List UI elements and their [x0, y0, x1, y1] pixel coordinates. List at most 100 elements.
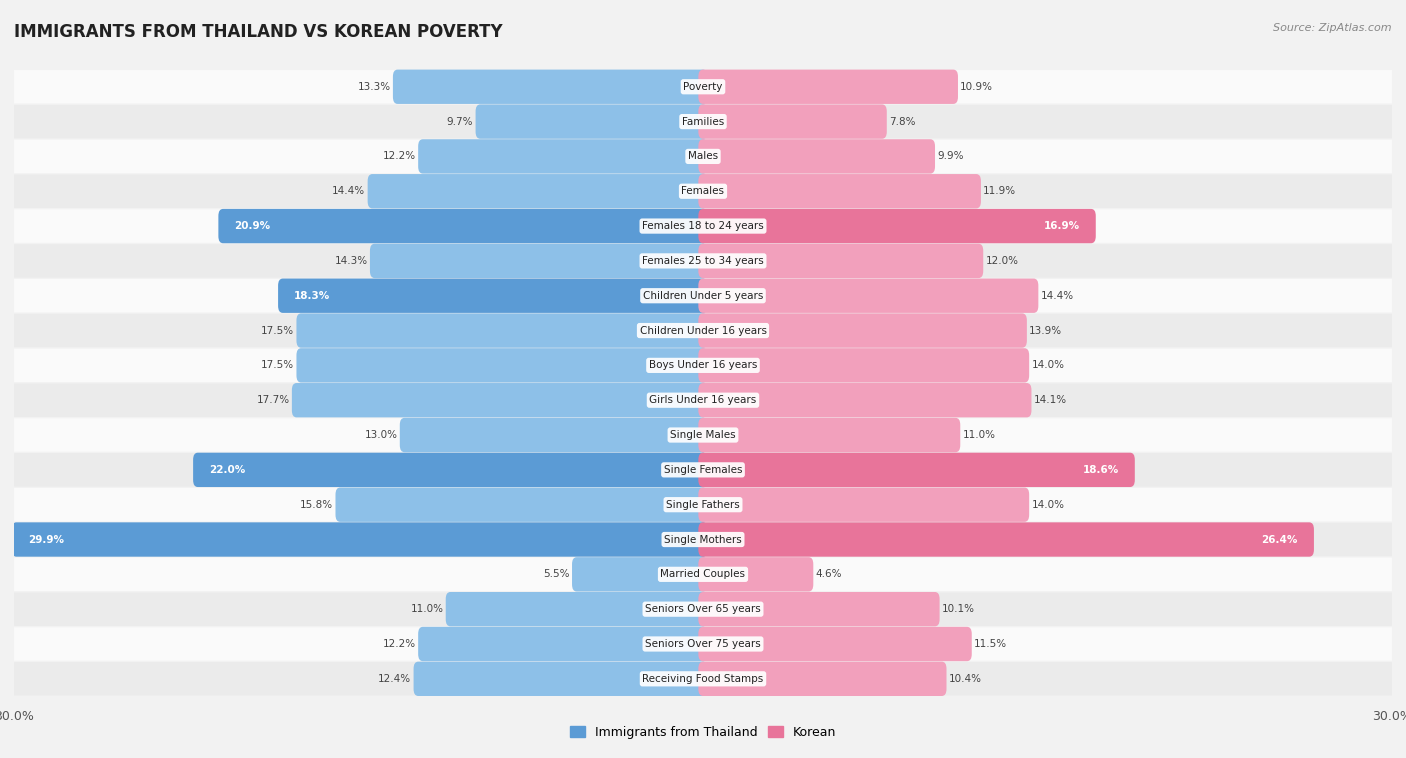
Text: Seniors Over 75 years: Seniors Over 75 years — [645, 639, 761, 649]
FancyBboxPatch shape — [336, 487, 707, 522]
FancyBboxPatch shape — [699, 453, 1135, 487]
Text: Single Mothers: Single Mothers — [664, 534, 742, 544]
FancyBboxPatch shape — [699, 174, 981, 208]
FancyBboxPatch shape — [14, 558, 1392, 591]
Text: Source: ZipAtlas.com: Source: ZipAtlas.com — [1274, 23, 1392, 33]
FancyBboxPatch shape — [14, 593, 1392, 626]
FancyBboxPatch shape — [418, 139, 707, 174]
Text: 10.9%: 10.9% — [960, 82, 993, 92]
Text: Children Under 5 years: Children Under 5 years — [643, 291, 763, 301]
FancyBboxPatch shape — [14, 488, 1392, 522]
Legend: Immigrants from Thailand, Korean: Immigrants from Thailand, Korean — [565, 721, 841, 744]
Text: 4.6%: 4.6% — [815, 569, 842, 579]
FancyBboxPatch shape — [699, 348, 1029, 383]
FancyBboxPatch shape — [14, 314, 1392, 347]
FancyBboxPatch shape — [14, 279, 1392, 312]
Text: 22.0%: 22.0% — [209, 465, 246, 475]
Text: Boys Under 16 years: Boys Under 16 years — [648, 360, 758, 371]
Text: 15.8%: 15.8% — [299, 500, 333, 509]
Text: 13.9%: 13.9% — [1029, 325, 1062, 336]
Text: Poverty: Poverty — [683, 82, 723, 92]
FancyBboxPatch shape — [699, 278, 1039, 313]
Text: 9.7%: 9.7% — [447, 117, 474, 127]
FancyBboxPatch shape — [14, 349, 1392, 382]
FancyBboxPatch shape — [418, 627, 707, 661]
FancyBboxPatch shape — [193, 453, 707, 487]
FancyBboxPatch shape — [399, 418, 707, 453]
FancyBboxPatch shape — [699, 592, 939, 626]
Text: 9.9%: 9.9% — [938, 152, 963, 161]
Text: 14.1%: 14.1% — [1033, 395, 1067, 406]
Text: Families: Families — [682, 117, 724, 127]
FancyBboxPatch shape — [367, 174, 707, 208]
Text: Receiving Food Stamps: Receiving Food Stamps — [643, 674, 763, 684]
Text: 10.4%: 10.4% — [949, 674, 981, 684]
Text: Children Under 16 years: Children Under 16 years — [640, 325, 766, 336]
Text: 13.0%: 13.0% — [364, 430, 398, 440]
FancyBboxPatch shape — [413, 662, 707, 696]
Text: 14.0%: 14.0% — [1032, 360, 1064, 371]
FancyBboxPatch shape — [11, 522, 707, 556]
Text: 26.4%: 26.4% — [1261, 534, 1298, 544]
Text: 14.3%: 14.3% — [335, 256, 368, 266]
Text: 11.9%: 11.9% — [983, 186, 1017, 196]
Text: 12.2%: 12.2% — [382, 639, 416, 649]
Text: 14.4%: 14.4% — [332, 186, 366, 196]
Text: 12.4%: 12.4% — [378, 674, 412, 684]
Text: 18.3%: 18.3% — [294, 291, 330, 301]
Text: Single Fathers: Single Fathers — [666, 500, 740, 509]
FancyBboxPatch shape — [218, 209, 707, 243]
Text: 16.9%: 16.9% — [1043, 221, 1080, 231]
Text: 14.0%: 14.0% — [1032, 500, 1064, 509]
FancyBboxPatch shape — [699, 522, 1315, 556]
Text: Seniors Over 65 years: Seniors Over 65 years — [645, 604, 761, 614]
Text: Married Couples: Married Couples — [661, 569, 745, 579]
Text: IMMIGRANTS FROM THAILAND VS KOREAN POVERTY: IMMIGRANTS FROM THAILAND VS KOREAN POVER… — [14, 23, 503, 41]
Text: 12.2%: 12.2% — [382, 152, 416, 161]
Text: 10.1%: 10.1% — [942, 604, 974, 614]
FancyBboxPatch shape — [699, 70, 957, 104]
FancyBboxPatch shape — [14, 70, 1392, 104]
Text: 14.4%: 14.4% — [1040, 291, 1074, 301]
FancyBboxPatch shape — [699, 627, 972, 661]
Text: 17.5%: 17.5% — [262, 360, 294, 371]
FancyBboxPatch shape — [297, 348, 707, 383]
FancyBboxPatch shape — [699, 662, 946, 696]
Text: 20.9%: 20.9% — [235, 221, 270, 231]
Text: Girls Under 16 years: Girls Under 16 years — [650, 395, 756, 406]
Text: 11.5%: 11.5% — [974, 639, 1007, 649]
FancyBboxPatch shape — [14, 628, 1392, 661]
FancyBboxPatch shape — [14, 244, 1392, 277]
FancyBboxPatch shape — [699, 557, 813, 591]
FancyBboxPatch shape — [14, 105, 1392, 138]
FancyBboxPatch shape — [297, 313, 707, 348]
Text: 7.8%: 7.8% — [889, 117, 915, 127]
Text: 29.9%: 29.9% — [28, 534, 63, 544]
FancyBboxPatch shape — [699, 418, 960, 453]
FancyBboxPatch shape — [292, 383, 707, 418]
FancyBboxPatch shape — [14, 453, 1392, 487]
FancyBboxPatch shape — [14, 523, 1392, 556]
Text: Females 25 to 34 years: Females 25 to 34 years — [643, 256, 763, 266]
FancyBboxPatch shape — [446, 592, 707, 626]
Text: 12.0%: 12.0% — [986, 256, 1018, 266]
FancyBboxPatch shape — [699, 487, 1029, 522]
FancyBboxPatch shape — [699, 313, 1026, 348]
FancyBboxPatch shape — [14, 139, 1392, 173]
FancyBboxPatch shape — [392, 70, 707, 104]
Text: Females: Females — [682, 186, 724, 196]
Text: Males: Males — [688, 152, 718, 161]
Text: 11.0%: 11.0% — [963, 430, 995, 440]
FancyBboxPatch shape — [699, 383, 1032, 418]
FancyBboxPatch shape — [475, 105, 707, 139]
FancyBboxPatch shape — [14, 418, 1392, 452]
FancyBboxPatch shape — [14, 174, 1392, 208]
Text: Single Females: Single Females — [664, 465, 742, 475]
FancyBboxPatch shape — [572, 557, 707, 591]
FancyBboxPatch shape — [14, 209, 1392, 243]
FancyBboxPatch shape — [699, 105, 887, 139]
FancyBboxPatch shape — [699, 209, 1095, 243]
Text: Single Males: Single Males — [671, 430, 735, 440]
FancyBboxPatch shape — [14, 384, 1392, 417]
Text: Females 18 to 24 years: Females 18 to 24 years — [643, 221, 763, 231]
